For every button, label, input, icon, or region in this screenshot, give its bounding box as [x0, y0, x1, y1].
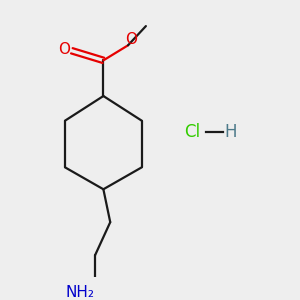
Text: O: O: [58, 42, 70, 57]
Text: H: H: [225, 123, 237, 141]
Text: NH₂: NH₂: [66, 285, 94, 300]
Text: O: O: [125, 32, 137, 47]
Text: Cl: Cl: [184, 123, 201, 141]
